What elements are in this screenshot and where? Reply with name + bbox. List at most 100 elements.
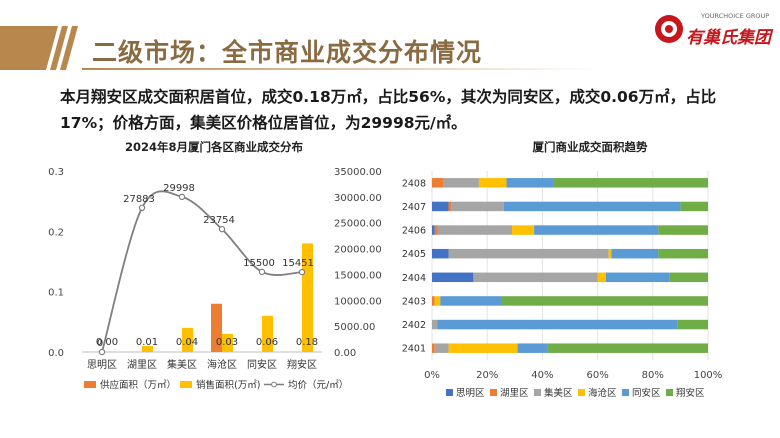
chart1-price-data-label: 15451 [282, 258, 314, 269]
chart2-segment-tongan [503, 201, 681, 212]
chart1-price-data-label: 27883 [123, 194, 155, 205]
chart1-price-point [98, 348, 106, 356]
chart2-segment-siming [432, 201, 449, 212]
chart1-price-data-label: 23754 [203, 215, 235, 226]
chart1-sales-data-label: 0.00 [96, 337, 118, 348]
title-bar: 二级市场：全市商业成交分布情况 [0, 26, 602, 70]
chart2-legend-swatch-jimei [534, 389, 541, 396]
chart2-segment-huli [434, 225, 438, 235]
chart2-segment-haicang [512, 225, 535, 235]
chart2-segment-haicang [434, 296, 441, 306]
chart2-legend-label-xiangan: 翔安区 [676, 387, 705, 399]
chart1-right-tick-label: 10000.00 [334, 296, 382, 307]
chart2-segment-haicang [448, 343, 518, 353]
chart2-segment-siming [432, 225, 435, 235]
chart1-price-point [218, 225, 226, 233]
chart1-sales-bar [222, 333, 233, 352]
chart2-segment-tongan [437, 319, 678, 330]
chart2-x-tick-label: 40% [531, 370, 553, 381]
chart2-segment-huli [432, 296, 435, 306]
chart1-supply-bar [211, 303, 222, 352]
chart2-category-label: 2407 [402, 202, 426, 213]
chart2-segment-haicang [478, 178, 507, 188]
chart2-legend-label-siming: 思明区 [456, 388, 485, 399]
chart2-category-label: 2401 [402, 344, 426, 355]
chart1-price-point [258, 268, 266, 276]
chart1-sales-data-label: 0.18 [296, 337, 318, 348]
chart1-left-tick-label: 0.3 [48, 167, 64, 178]
chart1-right-tick-label: 0.00 [334, 348, 356, 359]
chart2-segment-haicang [597, 272, 606, 283]
district-sales-chart: 2024年8月厦门各区商业成交分布 0.0 0.1 0.2 0.3 0.00 5000.00… [48, 140, 382, 391]
chart2-category-label: 2403 [402, 296, 426, 307]
chart2-legend-label-haicang: 海沧区 [588, 387, 617, 399]
chart2-x-tick-label: 20% [476, 370, 498, 381]
chart2-segment-siming [432, 248, 449, 259]
area-trend-chart: 厦门商业成交面积趋势 0% 20% 40% 60% 80% 100% 2408 2407 2406… [402, 140, 722, 399]
chart2-segment-tongan [506, 178, 554, 188]
chart2-category-label: 2402 [402, 320, 426, 331]
page-title: 二级市场：全市商业成交分布情况 [92, 38, 483, 67]
chart2-segment-huli [448, 201, 452, 212]
chart2-x-tick-label: 80% [642, 370, 664, 381]
logo-english-text: YOURCHOICE GROUP [701, 12, 770, 20]
chart2-category-label: 2404 [402, 273, 426, 284]
chart1-sales-data-label: 0.01 [136, 337, 158, 348]
chart1-category-label: 海沧区 [207, 358, 237, 371]
chart2-segment-haicang [608, 248, 612, 259]
chart2-segment-tongan [517, 343, 548, 353]
chart1-legend-supply-swatch [84, 381, 96, 388]
chart1-price-point [138, 204, 146, 212]
chart1-category-label: 思明区 [87, 359, 117, 371]
chart2-category-label: 2405 [402, 249, 426, 260]
chart2-legend-label-huli: 湖里区 [500, 388, 529, 399]
chart2-legend-label-tongan: 同安区 [632, 387, 661, 399]
title-underline [82, 68, 602, 70]
chart1-legend-sales-label: 销售面积(万㎡) [196, 379, 260, 391]
chart1-right-tick-label: 15000.00 [334, 270, 382, 281]
chart2-category-label: 2406 [402, 226, 426, 237]
chart2-segment-huli [432, 343, 435, 353]
chart2-x-tick-label: 0% [424, 370, 440, 381]
chart2-x-tick-label: 60% [586, 370, 608, 381]
chart2-segment-xiangan [669, 272, 708, 283]
summary-text: 本月翔安区成交面积居首位，成交0.18万㎡，占比56%，其次为同安区，成交0.0… [60, 88, 717, 132]
chart2-segment-xiangan [677, 319, 708, 330]
chart2-segment-xiangan [658, 225, 708, 235]
chart2-legend-swatch-xiangan [666, 389, 673, 396]
chart2-segment-siming [432, 272, 474, 283]
chart1-legend-sales-swatch [180, 381, 192, 388]
chart2-segment-jimei [443, 178, 479, 188]
chart2-segment-jimei [451, 201, 504, 212]
chart2-segment-jimei [434, 343, 449, 353]
chart1-category-label: 集美区 [167, 358, 197, 371]
chart2-segment-tongan [611, 248, 659, 259]
chart2-segment-jimei [448, 248, 609, 259]
chart1-sales-bar [262, 315, 273, 352]
brand-logo: YOURCHOICE GROUP 有巢氏集团 [655, 10, 773, 48]
chart1-legend-price-marker [271, 381, 277, 388]
chart1-sales-bar [142, 345, 153, 352]
chart1-title: 2024年8月厦门各区商业成交分布 [125, 140, 304, 154]
chart1-price-data-label: 15500 [243, 258, 275, 269]
chart1-left-tick-label: 0.2 [48, 227, 64, 238]
chart2-segment-xiangan [501, 296, 708, 306]
chart1-category-label: 同安区 [247, 358, 277, 371]
chart2-segment-xiangan [553, 178, 708, 188]
chart1-price-point [298, 268, 306, 276]
chart2-segment-jimei [437, 225, 513, 235]
chart1-sales-bar [182, 327, 193, 352]
chart2-category-label: 2408 [402, 178, 426, 189]
chart1-price-data-label: 29998 [163, 183, 195, 194]
chart1-right-tick-label: 35000.00 [334, 167, 382, 178]
chart2-segment-xiangan [547, 343, 708, 353]
chart1-legend-supply-label: 供应面积（万㎡） [100, 379, 176, 391]
chart1-right-tick-label: 25000.00 [334, 219, 382, 230]
chart1-right-tick-label: 30000.00 [334, 193, 382, 204]
chart2-segment-tongan [534, 225, 659, 235]
chart2-legend-label-jimei: 集美区 [544, 387, 573, 399]
chart2-x-tick-label: 100% [694, 370, 723, 381]
chart2-legend-swatch-siming [446, 389, 453, 396]
chart1-left-tick-label: 0.0 [48, 348, 64, 359]
